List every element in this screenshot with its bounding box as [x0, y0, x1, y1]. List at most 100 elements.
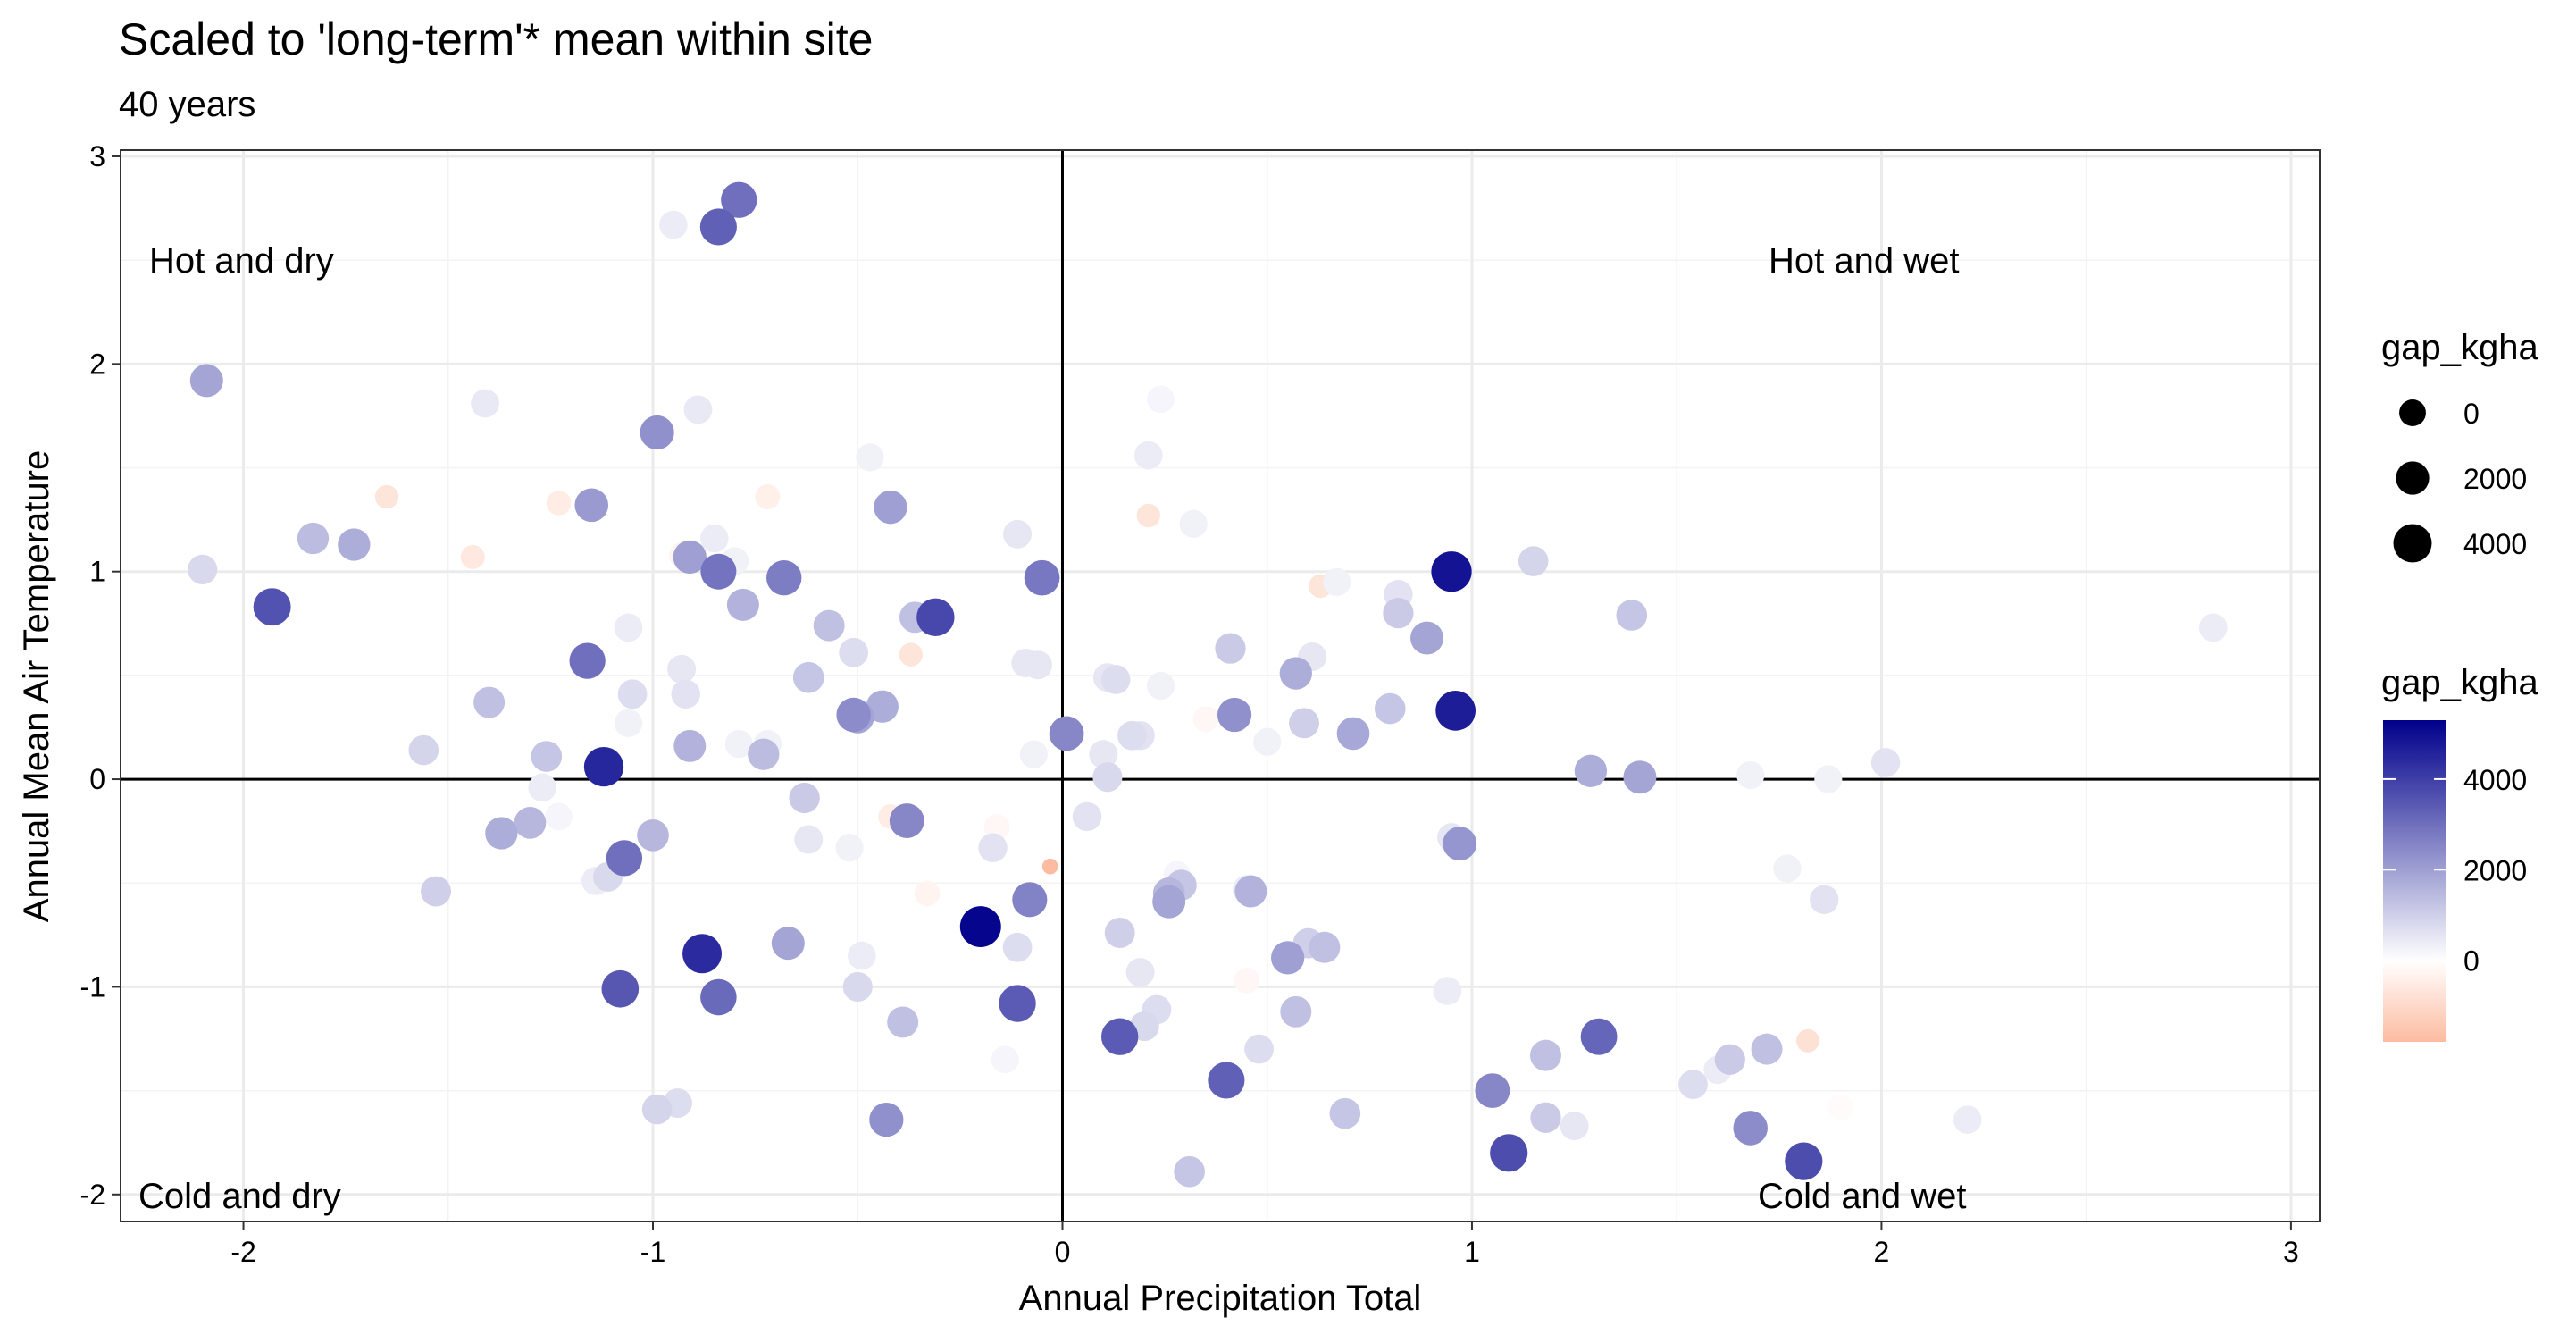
- data-point: [1279, 657, 1312, 690]
- data-point: [1253, 727, 1282, 756]
- x-tick-label: -2: [230, 1236, 255, 1268]
- data-point: [485, 817, 518, 850]
- data-point: [297, 522, 330, 555]
- data-point: [866, 690, 899, 723]
- y-tick-label: 1: [89, 556, 105, 588]
- x-axis-title: Annual Precipitation Total: [1019, 1279, 1422, 1318]
- data-point: [792, 661, 824, 693]
- data-point: [724, 729, 753, 759]
- y-tick-label: -2: [80, 1179, 105, 1211]
- data-point: [188, 554, 218, 584]
- plot-panel: Hot and dry Hot and wet Cold and dry Col…: [120, 149, 2321, 1222]
- data-point: [1431, 551, 1472, 592]
- data-point: [1383, 598, 1414, 629]
- data-point: [1041, 858, 1058, 875]
- data-point: [682, 934, 723, 974]
- data-point: [1435, 691, 1476, 731]
- data-point: [1179, 509, 1208, 538]
- data-point: [836, 697, 871, 733]
- data-point: [914, 880, 941, 907]
- x-axis: -2 -1 0 1 2 3: [230, 1221, 2299, 1268]
- data-point: [1024, 559, 1060, 596]
- data-point: [683, 395, 713, 424]
- data-point: [1100, 665, 1131, 694]
- data-point: [916, 598, 955, 637]
- x-tick-label: 3: [2283, 1236, 2299, 1268]
- data-point: [755, 484, 781, 510]
- data-point: [1580, 1018, 1618, 1055]
- y-tick-label: -1: [80, 970, 105, 1003]
- data-point: [671, 679, 700, 709]
- data-point: [473, 686, 506, 718]
- data-point: [1751, 1033, 1783, 1065]
- data-point: [1002, 932, 1033, 962]
- data-point: [1616, 600, 1648, 631]
- quadrant-labels: Hot and dry Hot and wet Cold and dry Col…: [138, 241, 1966, 1216]
- data-point: [1574, 754, 1608, 787]
- size-legend-key: [2393, 524, 2432, 563]
- data-point: [1530, 1102, 1561, 1133]
- data-point: [374, 484, 399, 509]
- data-point: [1410, 621, 1444, 655]
- data-point: [640, 415, 674, 450]
- data-point: [1714, 1044, 1745, 1075]
- data-point: [848, 941, 876, 970]
- data-point: [978, 833, 1008, 862]
- y-tick-label: 0: [89, 763, 105, 795]
- data-point: [999, 985, 1036, 1022]
- color-legend-title: gap_kgha: [2381, 663, 2538, 702]
- data-point: [766, 559, 802, 596]
- data-point: [1208, 1062, 1245, 1099]
- data-point: [1785, 1142, 1823, 1180]
- data-point: [1104, 918, 1135, 948]
- data-point: [1092, 762, 1123, 793]
- panel-background: [121, 150, 2320, 1221]
- data-point: [1870, 748, 1901, 777]
- data-point: [1215, 633, 1246, 664]
- data-point: [1003, 519, 1033, 549]
- data-point: [1049, 716, 1084, 751]
- data-point: [1329, 1097, 1361, 1129]
- data-point: [699, 208, 737, 246]
- data-point: [1280, 995, 1312, 1028]
- size-legend: gap_kgha 0 2000 4000: [2381, 328, 2538, 563]
- data-point: [253, 588, 291, 626]
- data-point: [856, 443, 884, 472]
- data-point: [700, 978, 737, 1016]
- data-point: [789, 782, 820, 814]
- data-point: [1733, 1111, 1768, 1146]
- data-points: [188, 181, 2228, 1188]
- data-point: [545, 802, 573, 831]
- data-point: [1953, 1105, 1982, 1134]
- data-point: [1309, 931, 1341, 963]
- data-point: [771, 927, 805, 961]
- data-point: [889, 803, 924, 838]
- data-point: [1433, 977, 1462, 1005]
- data-point: [1234, 875, 1267, 908]
- reference-lines: [121, 150, 2320, 1221]
- data-point: [1678, 1070, 1708, 1100]
- data-point: [842, 971, 873, 1003]
- color-legend-label: 2000: [2463, 854, 2527, 886]
- data-point: [1374, 692, 1406, 725]
- data-point: [1623, 760, 1657, 794]
- data-point: [673, 540, 707, 575]
- data-point: [1117, 720, 1147, 751]
- size-legend-title: gap_kgha: [2381, 328, 2538, 367]
- data-point: [1089, 740, 1118, 769]
- data-point: [1136, 503, 1160, 528]
- size-legend-label: 2000: [2463, 463, 2527, 495]
- data-point: [1336, 717, 1370, 751]
- data-point: [1100, 1018, 1139, 1055]
- data-point: [408, 734, 439, 766]
- data-point: [2198, 613, 2228, 642]
- data-point: [1192, 706, 1219, 733]
- quadrant-label-hot-wet: Hot and wet: [1769, 241, 1959, 281]
- color-legend-label: 4000: [2463, 764, 2527, 796]
- x-tick-label: 2: [1874, 1236, 1890, 1268]
- data-point: [899, 642, 924, 667]
- data-point: [726, 588, 759, 621]
- color-legend-bar: [2383, 720, 2446, 1042]
- data-point: [1490, 1134, 1528, 1172]
